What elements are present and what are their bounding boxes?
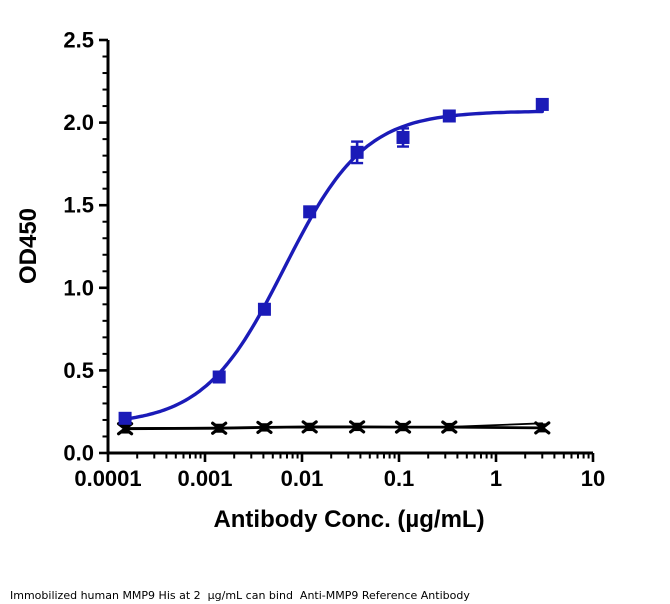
data-point-x [394, 420, 412, 434]
y-tick-label: 2.0 [63, 110, 94, 135]
data-point-x [349, 420, 366, 434]
x-tick-label: 10 [581, 466, 605, 491]
y-tick-label: 0.0 [63, 441, 94, 466]
series-line [123, 425, 544, 431]
dose-response-chart: 0.00.51.01.52.02.50.0001 0.001 0.01 0.1 1 10 … [15, 28, 605, 534]
data-point-square [257, 302, 271, 316]
y-tick-label: 0.5 [63, 358, 94, 383]
data-point-x [211, 421, 228, 435]
x-axis-title: Antibody Conc. (µg/mL) [213, 506, 484, 533]
caption-line-1: Immobilized human MMP9 His at 2 µg/mL ca… [10, 589, 470, 602]
x-tick-label: 0.0001 [74, 466, 141, 491]
data-point-square [212, 370, 226, 384]
x-tick-label: 0.01 [281, 466, 324, 491]
x-tick-label: 0.001 [177, 466, 232, 491]
y-axis-title: OD450 [15, 208, 42, 284]
y-tick-label: 1.0 [63, 275, 94, 300]
data-point-square [350, 145, 364, 159]
y-tick-label: 2.5 [63, 28, 94, 53]
plot-series [116, 97, 551, 436]
data-point-square [442, 109, 456, 123]
x-tick-label: 1 [490, 466, 502, 491]
axes: 0.0 0.5 1.0 1.5 2.0 2.5 0.0001 0.001 0.01 0.1 1 10 [63, 28, 605, 492]
x-tick-label: 0.1 [384, 466, 415, 491]
data-point-square [396, 130, 410, 144]
data-point-x [301, 420, 318, 434]
data-point-square [118, 411, 132, 425]
data-point-square [303, 205, 317, 219]
data-point-square [535, 97, 549, 111]
figure-caption: Immobilized human MMP9 His at 2 µg/mL ca… [10, 556, 470, 604]
data-point-x [441, 420, 458, 434]
fit-curve [120, 109, 544, 422]
data-point-x [256, 420, 273, 434]
y-tick-label: 1.5 [63, 193, 94, 218]
data-point-x [534, 421, 551, 435]
data-point-x [116, 422, 134, 436]
